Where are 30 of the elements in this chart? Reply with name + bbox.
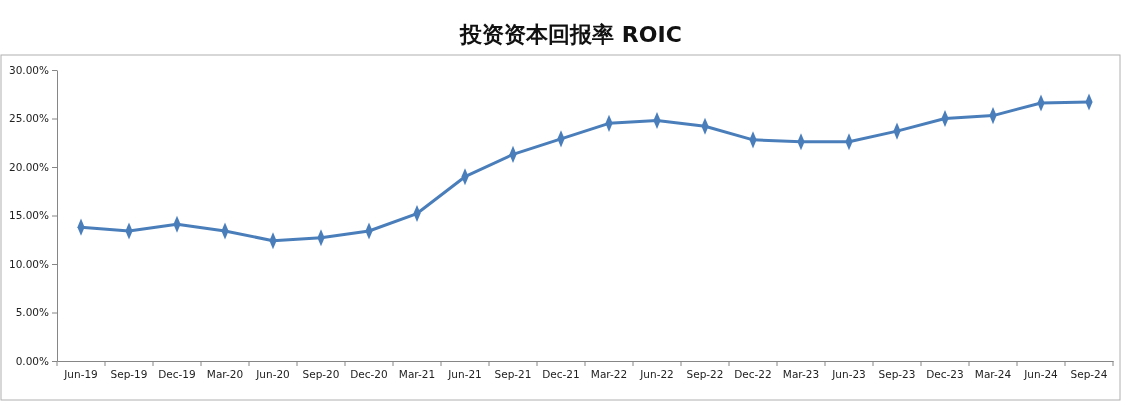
y-tick-label: 25.00% — [8, 112, 50, 125]
y-tick-label: 20.00% — [8, 160, 50, 173]
y-tick-label: 10.00% — [8, 257, 50, 270]
x-tick-label: Mar-24 — [974, 367, 1012, 380]
x-tick-label: Sep-19 — [110, 367, 148, 380]
x-tick-label: Sep-22 — [686, 367, 724, 380]
x-tick-label: Sep-20 — [302, 367, 340, 380]
y-tick-label: 0.00% — [15, 354, 50, 367]
x-tick-label: Jun-22 — [639, 367, 674, 380]
x-tick-label: Dec-20 — [350, 367, 388, 380]
x-tick-label: Jun-24 — [1023, 367, 1059, 380]
x-tick-label: Jun-21 — [447, 367, 482, 380]
x-tick-label: Mar-22 — [590, 367, 628, 380]
x-tick-label: Jun-19 — [63, 367, 98, 380]
y-tick-label: 15.00% — [8, 209, 50, 222]
x-tick-label: Dec-22 — [734, 367, 772, 380]
x-tick-label: Jun-23 — [831, 367, 866, 380]
x-tick-label: Mar-20 — [206, 367, 244, 380]
x-tick-label: Sep-23 — [878, 367, 916, 380]
y-tick-label: 30.00% — [8, 63, 50, 76]
chart-title: 投资资本回报率 ROIC — [459, 22, 682, 47]
x-tick-label: Jun-20 — [255, 367, 290, 380]
x-tick-label: Dec-23 — [926, 367, 964, 380]
x-tick-label: Sep-24 — [1070, 367, 1108, 380]
x-tick-label: Dec-21 — [542, 367, 580, 380]
x-tick-label: Mar-23 — [782, 367, 820, 380]
x-tick-label: Dec-19 — [158, 367, 196, 380]
x-tick-label: Sep-21 — [494, 367, 532, 380]
y-tick-label: 5.00% — [15, 306, 50, 319]
x-tick-label: Mar-21 — [398, 367, 436, 380]
